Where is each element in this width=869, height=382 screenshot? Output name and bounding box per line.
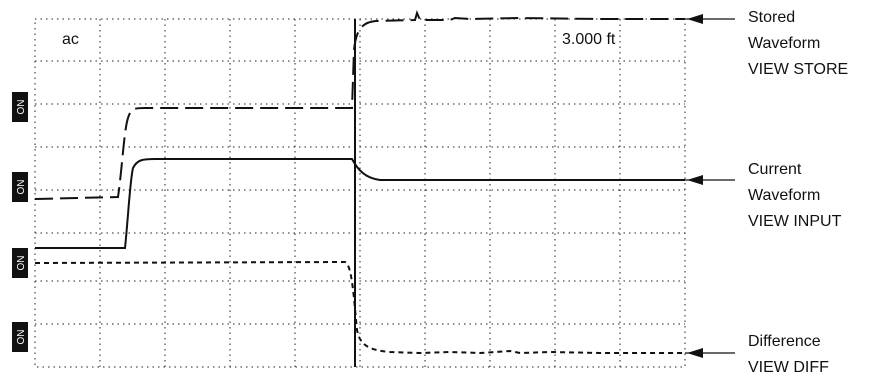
annotation-stored-line-2: Waveform xyxy=(748,35,820,52)
arrow-stored xyxy=(685,14,735,24)
annotation-stored-line-1: Stored xyxy=(748,9,795,26)
annotation-current-line-2: Waveform xyxy=(748,187,820,204)
annotation-stored: Stored Waveform VIEW STORE xyxy=(748,9,848,78)
channel-marker-3[interactable]: ON xyxy=(12,248,28,278)
cursor-distance-readout: 3.000 ft xyxy=(562,31,616,48)
channel-marker-4[interactable]: ON xyxy=(12,322,28,352)
annotation-stored-line-3: VIEW STORE xyxy=(748,61,848,78)
annotation-difference: Difference VIEW DIFF xyxy=(748,333,829,376)
graticule-grid xyxy=(35,19,685,367)
channel-marker-2[interactable]: ON xyxy=(12,172,28,202)
channel-marker-2-label: ON xyxy=(16,180,27,195)
channel-marker-4-label: ON xyxy=(16,330,27,345)
annotation-current-line-3: VIEW INPUT xyxy=(748,213,842,230)
arrow-difference xyxy=(685,348,735,358)
graticule-frame xyxy=(34,18,686,368)
coupling-readout: ac xyxy=(62,31,79,48)
annotation-current: Current Waveform VIEW INPUT xyxy=(748,161,842,230)
channel-marker-1-label: ON xyxy=(16,100,27,115)
waveform-difference xyxy=(34,260,685,355)
channel-marker-1[interactable]: ON xyxy=(12,92,28,122)
arrow-current xyxy=(685,175,735,185)
waveform-stored xyxy=(34,10,685,200)
channel-marker-3-label: ON xyxy=(16,256,27,271)
waveform-current xyxy=(35,158,685,249)
annotation-difference-line-1: Difference xyxy=(748,333,821,350)
annotation-current-line-1: Current xyxy=(748,161,802,178)
annotation-difference-line-2: VIEW DIFF xyxy=(748,359,829,376)
